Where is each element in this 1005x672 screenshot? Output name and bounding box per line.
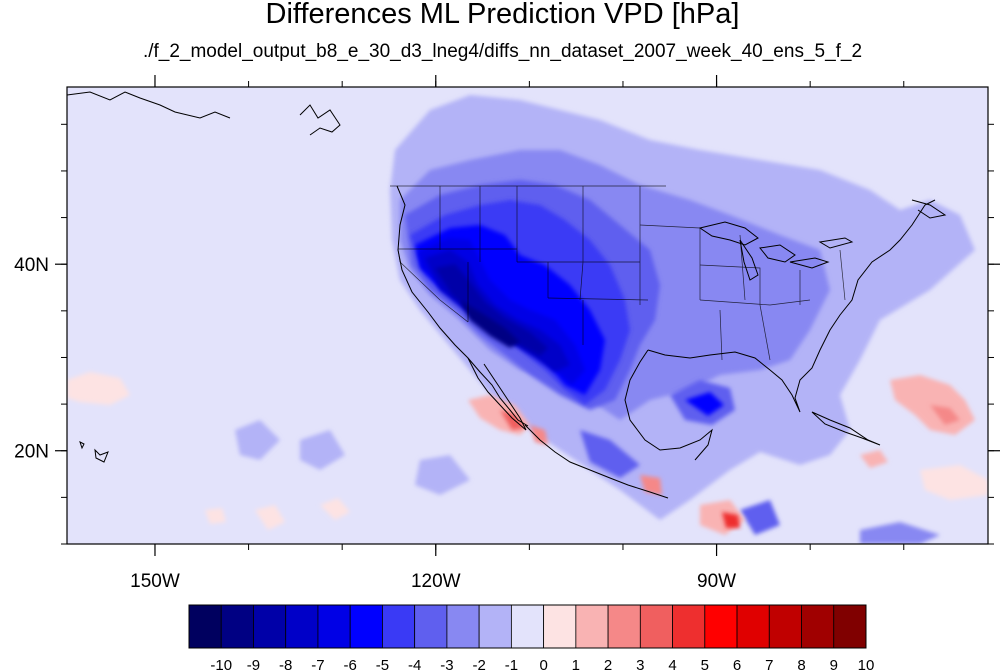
colorbar-swatch bbox=[639, 604, 673, 649]
colorbar-tick-label: -1 bbox=[505, 657, 518, 672]
colorbar-tick-label: 10 bbox=[858, 657, 875, 672]
colorbar-swatch bbox=[285, 604, 319, 649]
difference-field bbox=[67, 95, 988, 544]
colorbar-swatch bbox=[575, 604, 609, 649]
colorbar-tick-label: -3 bbox=[440, 657, 453, 672]
map-frame bbox=[66, 86, 989, 545]
lon-tick-label: 120W bbox=[411, 571, 461, 592]
colorbar-tick-label: 6 bbox=[733, 657, 741, 672]
field-contour-10 bbox=[685, 392, 724, 416]
colorbar-swatch bbox=[543, 604, 577, 649]
colorbar-swatch bbox=[768, 604, 802, 649]
colorbar-swatch bbox=[220, 604, 254, 649]
lon-tick-label: 150W bbox=[130, 571, 180, 592]
field-contour-21 bbox=[930, 405, 960, 425]
colorbar-tick-label: 7 bbox=[765, 657, 773, 672]
field-contour-7 bbox=[435, 264, 548, 356]
field-contour-30 bbox=[530, 425, 548, 445]
colorbar-tick-label: -9 bbox=[247, 657, 260, 672]
field-contour-13 bbox=[235, 420, 280, 460]
colorbar-tick-label: 3 bbox=[636, 657, 644, 672]
chart-title: Differences ML Prediction VPD [hPa] bbox=[265, 0, 740, 30]
colorbar-swatch bbox=[833, 604, 867, 649]
colorbar-tick-label: 8 bbox=[797, 657, 805, 672]
colorbar-swatch bbox=[510, 604, 545, 649]
colorbar-swatch bbox=[188, 604, 222, 649]
field-contour-26 bbox=[320, 498, 350, 520]
field-contour-28 bbox=[860, 450, 888, 468]
colorbar-tick-label: -10 bbox=[210, 657, 232, 672]
colorbar-tick-label: -7 bbox=[311, 657, 324, 672]
colorbar-tick-label: -8 bbox=[279, 657, 292, 672]
colorbar-swatch bbox=[704, 604, 738, 649]
colorbar-swatch bbox=[317, 604, 351, 649]
colorbar-tick-label: -5 bbox=[376, 657, 389, 672]
colorbar-tick-label: -4 bbox=[408, 657, 421, 672]
field-contour-25 bbox=[255, 505, 285, 530]
field-contour-8 bbox=[460, 300, 520, 348]
colorbar-swatch bbox=[801, 604, 835, 649]
colorbar-swatch bbox=[253, 604, 287, 649]
colorbar-tick-label: 0 bbox=[539, 657, 547, 672]
field-contour-24 bbox=[722, 512, 740, 528]
colorbar-swatch bbox=[478, 604, 512, 649]
colorbar: -10 -9 -8 -7 -6 -5 -4 -3 -2 -1 0 1 2 3 4 5 6 7 8 9 10 bbox=[188, 604, 875, 672]
colorbar-swatch bbox=[446, 604, 480, 649]
field-contour-15 bbox=[415, 455, 470, 495]
map-plot-area bbox=[67, 87, 988, 544]
chart-subtitle: ./f_2_model_output_b8_e_30_d3_lneg4/diff… bbox=[142, 41, 863, 62]
field-contour-29 bbox=[920, 465, 988, 500]
colorbar-swatch bbox=[736, 604, 770, 649]
colorbar-swatch bbox=[349, 604, 383, 649]
lat-tick-label: 20N bbox=[14, 442, 49, 463]
colorbar-swatch bbox=[607, 604, 641, 649]
colorbar-swatch bbox=[382, 604, 416, 649]
colorbar-tick-label: 9 bbox=[830, 657, 838, 672]
field-contour-16 bbox=[860, 522, 940, 544]
field-contour-12 bbox=[740, 500, 780, 535]
field-contour-22 bbox=[640, 475, 662, 495]
field-contour-27 bbox=[205, 508, 226, 524]
lat-tick-label: 40N bbox=[14, 255, 49, 276]
lon-tick-label: 90W bbox=[697, 571, 736, 592]
field-contour-14 bbox=[300, 430, 345, 470]
field-contour-17 bbox=[67, 372, 130, 405]
colorbar-swatch bbox=[672, 604, 706, 649]
map-axes: 150W 120W 90W 40N 20N bbox=[14, 75, 1000, 592]
colorbar-tick-label: 5 bbox=[701, 657, 709, 672]
colorbar-tick-label: -2 bbox=[472, 657, 485, 672]
field-contour-19 bbox=[500, 410, 525, 430]
colorbar-swatch bbox=[414, 604, 448, 649]
colorbar-tick-label: 1 bbox=[572, 657, 580, 672]
colorbar-tick-label: 4 bbox=[668, 657, 676, 672]
colorbar-frame bbox=[188, 604, 867, 649]
colorbar-tick-label: 2 bbox=[604, 657, 612, 672]
colorbar-tick-label: -6 bbox=[344, 657, 357, 672]
coastlines bbox=[67, 91, 947, 499]
field-contour-11 bbox=[580, 430, 640, 478]
